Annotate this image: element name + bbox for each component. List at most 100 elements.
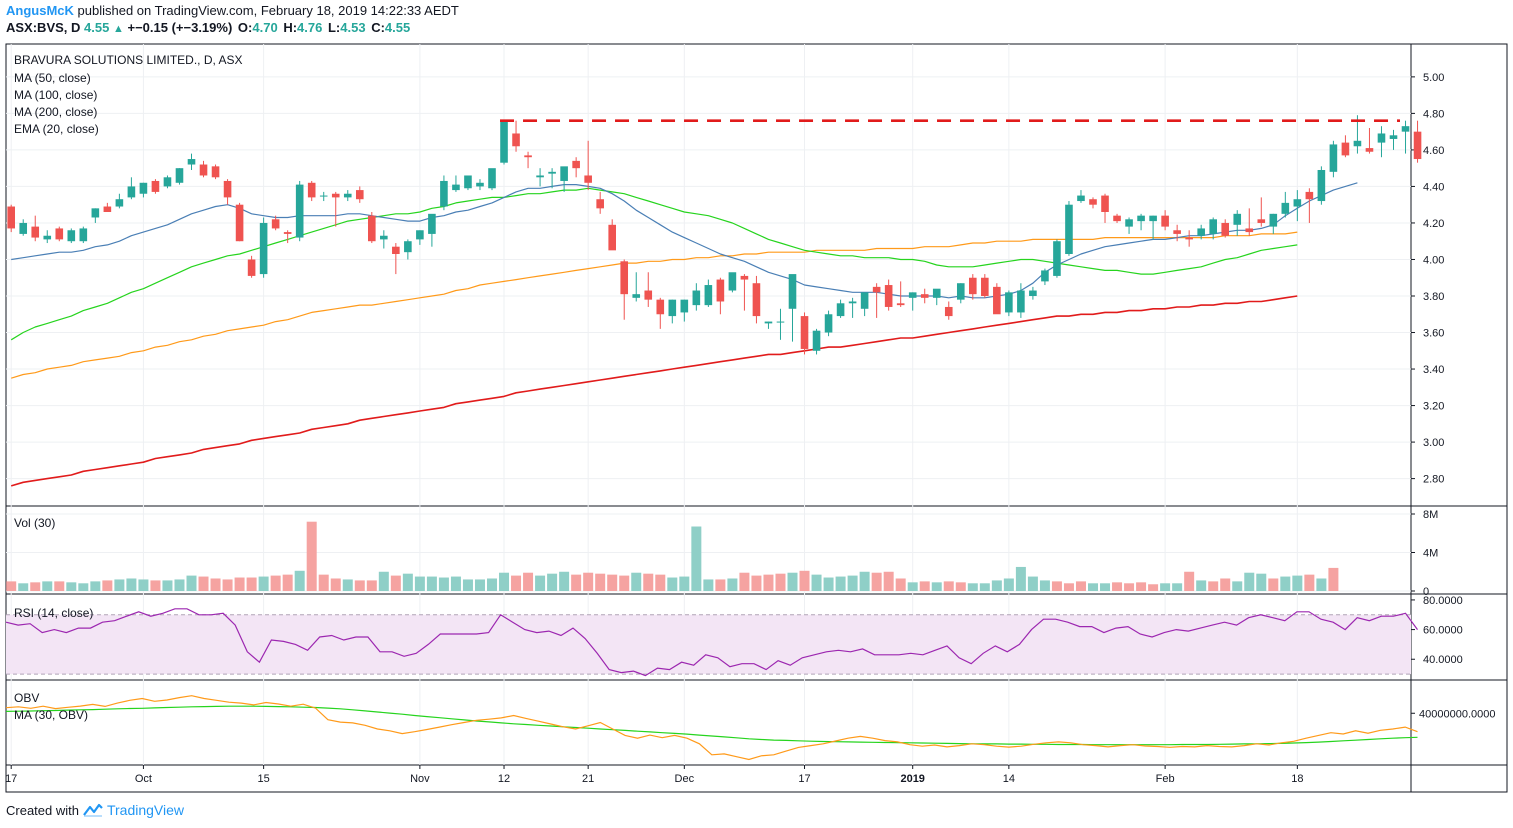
open-value: 4.70 <box>252 20 278 35</box>
candle-body <box>368 215 376 242</box>
candle-body <box>920 294 929 298</box>
time-axis-label: 17 <box>798 773 810 785</box>
candle-body <box>1353 140 1362 147</box>
volume-bar <box>595 573 606 591</box>
candle-body <box>620 261 629 295</box>
candle-body <box>247 259 256 276</box>
candle-body <box>115 199 124 207</box>
volume-bar <box>1100 583 1111 591</box>
candle-body <box>1149 215 1157 222</box>
candle-body <box>67 230 76 242</box>
volume-bar <box>1256 573 1267 591</box>
volume-bar <box>438 577 449 591</box>
volume-bar <box>198 576 209 591</box>
candle-body <box>788 274 797 309</box>
volume-bar <box>499 572 510 591</box>
price-axis-label: 2.80 <box>1423 474 1444 486</box>
candle-body <box>428 213 436 234</box>
obv-legend-label: MA (30, OBV) <box>14 708 88 722</box>
volume-bar <box>643 573 654 591</box>
candle-body <box>512 133 520 147</box>
candle-body <box>139 182 148 194</box>
volume-bar <box>342 579 353 591</box>
low-label: L: <box>327 20 341 35</box>
volume-bar <box>727 578 738 591</box>
volume-bar <box>559 571 570 591</box>
volume-bar <box>619 575 630 591</box>
volume-bar <box>138 579 149 591</box>
candle-body <box>380 235 388 240</box>
volume-axis-label: 0 <box>1423 586 1429 598</box>
candle-body <box>981 277 989 296</box>
candle-body <box>1245 228 1254 233</box>
candle-body <box>1017 290 1025 313</box>
candle-body <box>163 177 172 187</box>
volume-bar <box>1208 581 1219 591</box>
volume-bar <box>402 573 413 591</box>
last-price: 4.55 <box>84 20 110 35</box>
candle-body <box>1377 133 1386 143</box>
candle-body <box>812 330 821 351</box>
time-axis-label: 17 <box>5 773 17 785</box>
author-link[interactable]: AngusMcK <box>6 3 74 18</box>
candle-body <box>1029 290 1037 296</box>
volume-bar <box>1015 566 1026 591</box>
symbol-label: ASX:BVS, D <box>6 20 81 35</box>
price-axis-label: 3.00 <box>1423 437 1444 449</box>
candle-body <box>560 166 568 181</box>
indicator-legend-label: MA (200, close) <box>14 105 97 119</box>
ma50-line <box>10 187 1298 341</box>
candle-body <box>452 184 460 191</box>
volume-bar <box>126 578 137 591</box>
candle-body <box>848 301 857 304</box>
volume-bar <box>462 579 473 591</box>
candle-body <box>488 168 496 189</box>
tradingview-brand[interactable]: TradingView <box>106 802 185 818</box>
candle-body <box>1005 292 1013 313</box>
candle-body <box>1389 135 1398 139</box>
volume-bar <box>1316 578 1327 591</box>
volume-bar <box>1304 574 1315 591</box>
volume-bar <box>679 576 690 591</box>
candle-body <box>235 204 244 242</box>
volume-bar <box>162 580 173 591</box>
candle-body <box>1365 148 1374 152</box>
candle-body <box>464 175 472 189</box>
candle-body <box>608 224 616 251</box>
candle-body <box>79 228 88 242</box>
candle-body <box>295 184 304 238</box>
price-axis-label: 4.40 <box>1423 181 1444 193</box>
volume-bar <box>1136 582 1147 591</box>
volume-bar <box>90 581 101 591</box>
candle-body <box>644 290 653 300</box>
candle-body <box>752 283 761 317</box>
candle-body <box>1221 222 1230 236</box>
rsi-axis-label: 60.0000 <box>1423 625 1463 637</box>
volume-bar <box>414 576 425 591</box>
price-axis-label: 3.60 <box>1423 328 1444 340</box>
candle-body <box>103 206 112 212</box>
ma200-line <box>10 295 1298 487</box>
candle-body <box>1281 202 1290 214</box>
candle-body <box>764 321 773 324</box>
volume-bar <box>1172 583 1183 591</box>
candle-body <box>1161 215 1169 227</box>
candle-body <box>1413 131 1422 160</box>
candle-body <box>896 303 905 306</box>
candle-body <box>776 321 785 323</box>
candle-body <box>175 168 184 183</box>
volume-bar <box>859 571 870 591</box>
indicator-legend-label: MA (50, close) <box>14 71 91 85</box>
candle-body <box>1041 270 1049 282</box>
candle-body <box>584 175 592 183</box>
footer: Created with TradingView <box>6 802 184 818</box>
volume-axis-label: 8M <box>1423 509 1438 521</box>
volume-bar <box>18 583 29 591</box>
chart-title: BRAVURA SOLUTIONS LIMITED., D, ASX <box>14 53 243 67</box>
volume-bar <box>823 577 834 591</box>
volume-bar <box>775 573 786 591</box>
publish-info: AngusMcK published on TradingView.com, F… <box>6 3 459 18</box>
candle-body <box>1089 199 1097 205</box>
candle-body <box>343 193 352 198</box>
